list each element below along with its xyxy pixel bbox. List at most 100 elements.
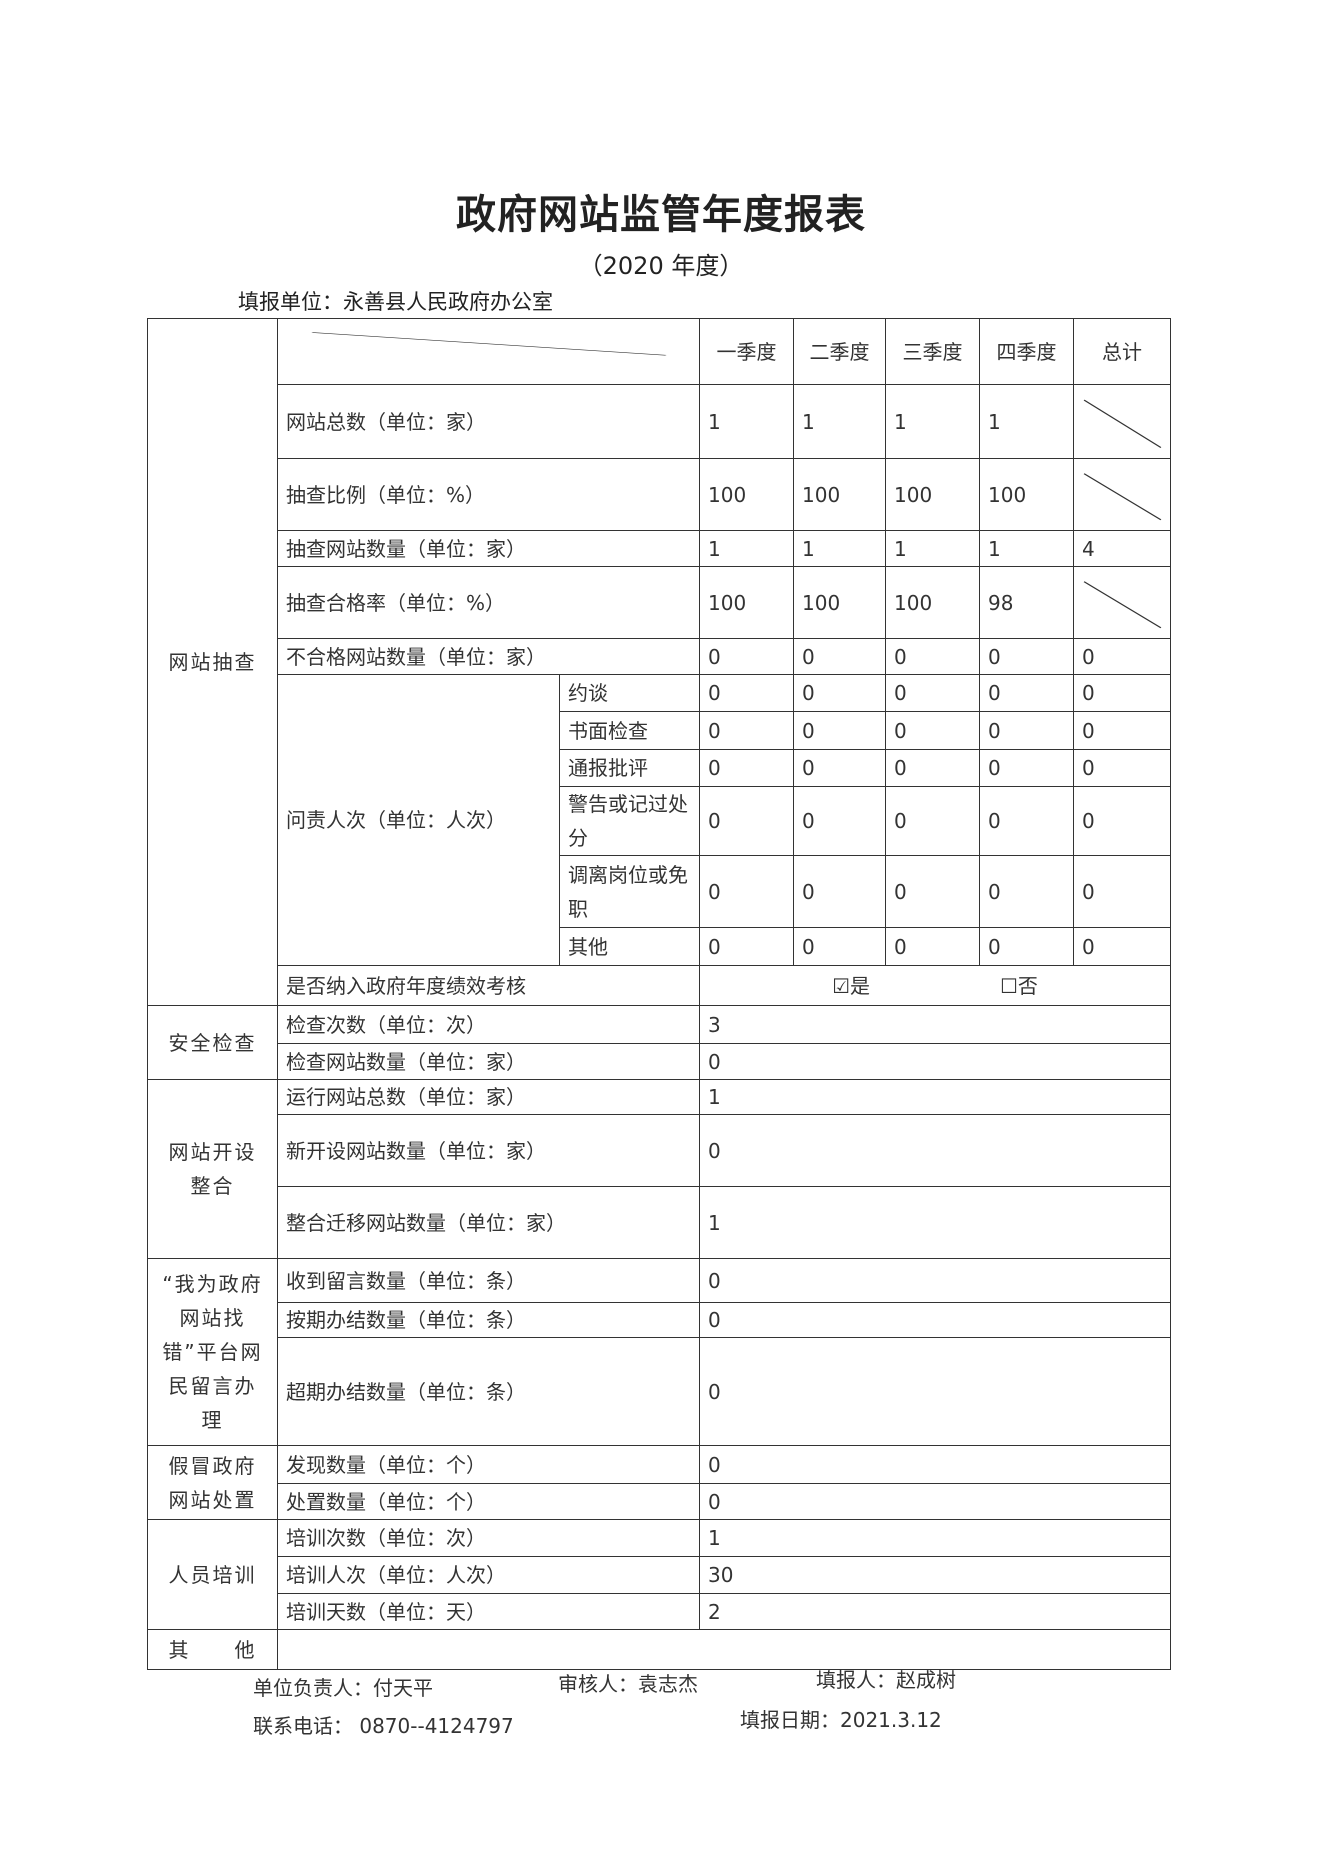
accountability-label: 问责人次（单位：人次） — [277, 674, 560, 966]
value-cell: 1 — [979, 530, 1074, 567]
value-cell: 0 — [885, 927, 980, 966]
value-cell: 1 — [885, 530, 980, 567]
section-title: 人员培训 — [147, 1519, 278, 1630]
value-cell: 0 — [699, 1445, 1171, 1484]
value-cell: 0 — [979, 855, 1074, 928]
value-cell: 0 — [699, 1483, 1171, 1520]
diagonal-cell — [1073, 384, 1171, 459]
filler: 填报人：赵成树 — [816, 1668, 956, 1692]
value-cell: 3 — [699, 1005, 1171, 1044]
value-cell: 1 — [793, 384, 886, 459]
performance-label: 是否纳入政府年度绩效考核 — [277, 965, 700, 1006]
table-row: 安全检查 检查次数（单位：次） 3 — [147, 1005, 1171, 1080]
value-cell: 0 — [699, 855, 794, 928]
column-header: 总计 — [1073, 318, 1171, 385]
value-cell: 0 — [1073, 855, 1171, 928]
column-header: 三季度 — [885, 318, 980, 385]
value-cell: 0 — [1073, 749, 1171, 787]
row-label: 检查网站数量（单位：家） — [277, 1043, 700, 1080]
section-spot-check: 网站抽查 — [147, 318, 278, 1006]
table-row: 警告或记过处分 0 0 0 0 0 — [148, 786, 1171, 856]
row-label: 抽查合格率（单位：%） — [277, 566, 700, 639]
value-cell: 100 — [793, 458, 886, 531]
value-cell: 1 — [793, 530, 886, 567]
section-title: 安全检查 — [147, 1005, 278, 1080]
header-blank-cell — [277, 318, 700, 385]
accountability-item-label: 通报批评 — [559, 749, 700, 787]
value-cell: 1 — [699, 1519, 1171, 1557]
value-cell: 0 — [699, 674, 794, 712]
row-label: 检查次数（单位：次） — [277, 1005, 700, 1044]
table-row: 按期办结数量（单位：条） 0 — [148, 1302, 1171, 1338]
table-row: 假冒政府网站处置 发现数量（单位：个） 0 — [147, 1445, 1171, 1520]
table-row: 整合迁移网站数量（单位：家） 1 — [148, 1186, 1171, 1259]
value-cell: 0 — [885, 638, 980, 675]
table-row: 抽查比例（单位：%） 100 100 100 100 — [148, 458, 1171, 531]
row-label: 培训人次（单位：人次） — [277, 1556, 700, 1594]
unit-leader: 单位负责人：付天平 — [253, 1676, 433, 1700]
value-cell: 0 — [885, 786, 980, 856]
value-cell: 0 — [699, 1043, 1171, 1080]
value-cell: 0 — [699, 1337, 1171, 1446]
report-table: 网站抽查 一季度 二季度 三季度 四季度 总计 网站总数（单位：家） 1 1 1 1 抽查比例（单位：… — [147, 318, 1171, 1670]
accountability-item-label: 其他 — [559, 927, 700, 966]
diagonal-cell — [1073, 458, 1171, 531]
checkbox-no: ☐否 — [1000, 973, 1038, 998]
value-cell: 0 — [699, 1114, 1171, 1187]
value-cell: 0 — [699, 1258, 1171, 1303]
value-cell: 0 — [699, 711, 794, 750]
value-cell: 0 — [699, 927, 794, 966]
value-cell: 100 — [885, 458, 980, 531]
value-cell: 0 — [793, 674, 886, 712]
table-row: 通报批评 0 0 0 0 0 — [148, 749, 1171, 787]
column-header: 一季度 — [699, 318, 794, 385]
checkbox-yes-checked: ☑是 — [832, 973, 870, 998]
value-cell: 1 — [699, 1079, 1171, 1115]
table-row: 调离岗位或免职 0 0 0 0 0 — [148, 855, 1171, 928]
value-cell: 1 — [699, 530, 794, 567]
row-label: 发现数量（单位：个） — [277, 1445, 700, 1484]
value-cell: 100 — [793, 566, 886, 639]
value-cell: 0 — [979, 711, 1074, 750]
row-label: 新开设网站数量（单位：家） — [277, 1114, 700, 1187]
row-label: 不合格网站数量（单位：家） — [277, 638, 700, 675]
table-row: 网站抽查 一季度 二季度 三季度 四季度 总计 — [147, 318, 1171, 1006]
accountability-item-label: 警告或记过处分 — [559, 786, 700, 856]
table-row: 处置数量（单位：个） 0 — [148, 1483, 1171, 1520]
table-row: 其 他 — [147, 1629, 1171, 1670]
value-cell: 0 — [1073, 638, 1171, 675]
table-row: 培训天数（单位：天） 2 — [148, 1593, 1171, 1630]
table-row: 书面检查 0 0 0 0 0 — [148, 711, 1171, 750]
row-label: 培训天数（单位：天） — [277, 1593, 700, 1630]
value-cell: 1 — [699, 1186, 1171, 1259]
value-cell: 4 — [1073, 530, 1171, 567]
diagonal-cell — [1073, 566, 1171, 639]
value-cell: 0 — [793, 927, 886, 966]
value-cell: 0 — [793, 749, 886, 787]
value-cell: 0 — [979, 786, 1074, 856]
row-label: 收到留言数量（单位：条） — [277, 1258, 700, 1303]
value-cell: 0 — [793, 711, 886, 750]
section-title: 网站开设整合 — [147, 1079, 278, 1259]
row-label: 网站总数（单位：家） — [277, 384, 700, 459]
accountability-item-label: 调离岗位或免职 — [559, 855, 700, 928]
table-row: 抽查网站数量（单位：家） 1 1 1 1 4 — [148, 530, 1171, 567]
row-label: 超期办结数量（单位：条） — [277, 1337, 700, 1446]
value-cell: 0 — [979, 927, 1074, 966]
value-cell: 1 — [699, 384, 794, 459]
value-cell: 0 — [885, 749, 980, 787]
value-cell: 0 — [699, 749, 794, 787]
value-cell: 0 — [885, 674, 980, 712]
value-cell: 0 — [979, 674, 1074, 712]
row-label: 处置数量（单位：个） — [277, 1483, 700, 1520]
value-cell: 1 — [979, 384, 1074, 459]
value-cell: 0 — [979, 638, 1074, 675]
performance-options: ☑是 ☐否 — [699, 965, 1171, 1006]
accountability-item-label: 书面检查 — [559, 711, 700, 750]
value-cell: 2 — [699, 1593, 1171, 1630]
value-cell: 30 — [699, 1556, 1171, 1594]
value-cell: 0 — [1073, 786, 1171, 856]
section-title: “我为政府网站找错”平台网民留言办理 — [147, 1258, 278, 1446]
value-cell: 0 — [793, 855, 886, 928]
row-label: 按期办结数量（单位：条） — [277, 1302, 700, 1338]
